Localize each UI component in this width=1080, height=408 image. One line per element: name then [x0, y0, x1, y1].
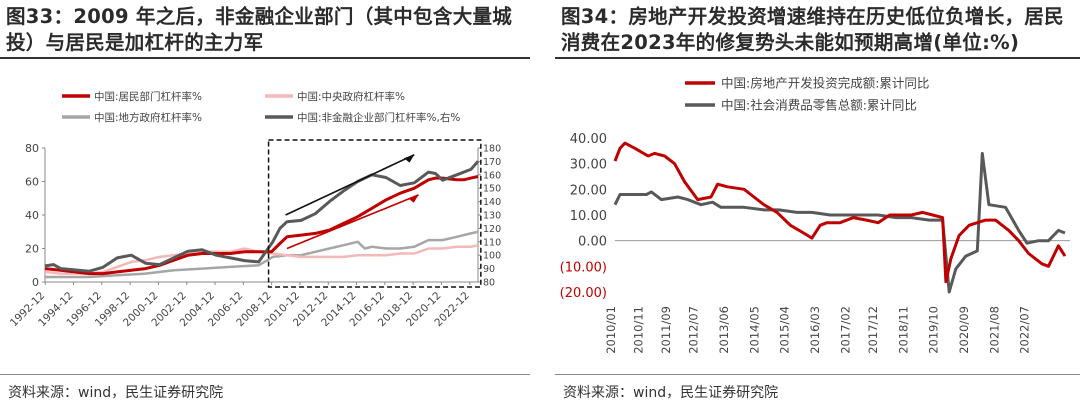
series-line-household [44, 175, 479, 276]
y2-tick-label: 140 [483, 197, 501, 208]
y-tick-label: (10.00) [560, 260, 607, 275]
y-tick-label: 40.00 [570, 132, 607, 147]
y2-tick-label: 130 [483, 211, 501, 222]
y2-tick-label: 150 [483, 184, 501, 195]
y-tick-label: 0.00 [578, 235, 607, 250]
x-tick-label: 2010/01 [604, 306, 618, 354]
title-rule-right [555, 57, 1080, 59]
y2-tick-label: 80 [483, 278, 495, 289]
series-line-nonfin [44, 160, 480, 273]
x-tick-label: 2017/02 [838, 306, 852, 354]
legend-label-nonfin: 中国:非金融企业部门杠杆率%,右% [297, 111, 460, 124]
source-rule-left [0, 374, 530, 375]
series-line-local_gov [45, 230, 479, 279]
y2-tick-label: 160 [483, 170, 501, 181]
x-tick-label: 2014/05 [747, 306, 761, 354]
x-tick-label: 2018/11 [896, 306, 910, 354]
x-tick-label: 2016/03 [808, 306, 822, 354]
y-tick-label: 40 [25, 209, 39, 222]
y2-tick-label: 110 [483, 237, 501, 248]
x-tick-label: 2021/08 [987, 306, 1001, 354]
y-tick-label: 80 [25, 142, 39, 155]
legend-label-household: 中国:居民部门杠杆率% [94, 90, 202, 103]
leverage-chart: 中国:居民部门杠杆率% 中国:中央政府杠杆率% 中国:地方政府杠杆率% 中国:非金融企… [8, 90, 501, 329]
arrow-black-head [403, 154, 415, 163]
y-tick-label: 0 [32, 276, 39, 289]
series-line-re_invest [613, 141, 1067, 284]
y2-tick-label: 180 [483, 144, 501, 155]
x-tick-label: 2010/11 [632, 306, 646, 354]
x-tick-label: 2019/10 [927, 306, 941, 354]
x-tick-label: 2011/09 [659, 306, 673, 354]
legend-label-local_gov: 中国:地方政府杠杆率% [94, 111, 202, 124]
x-tick-label: 2020/09 [957, 306, 971, 354]
arrow-red [286, 194, 419, 250]
y-tick-label: 20.00 [570, 183, 607, 198]
y2-tick-label: 100 [483, 251, 501, 262]
x-tick-label: 2017/12 [866, 306, 880, 354]
y-tick-label: 20 [25, 243, 39, 256]
highlight-box [267, 139, 482, 288]
legend-label-central_gov: 中国:中央政府杠杆率% [297, 90, 405, 103]
x-tick-label: 2015/04 [778, 306, 792, 354]
y-tick-label: 30.00 [570, 158, 607, 173]
arrow-red-head [408, 194, 419, 203]
y2-tick-label: 170 [483, 157, 501, 168]
legend-label-retail: 中国:社会消费品零售总额:累计同比 [721, 98, 917, 113]
chart-title-right: 图34：房地产开发投资增速维持在历史低位负增长，居民消费在2023年的修复势头未… [561, 5, 1064, 54]
title-rule-left [0, 57, 530, 59]
y-tick-label: (20.00) [560, 286, 607, 301]
x-tick-label: 2012/07 [687, 306, 701, 354]
y-tick-label: 10.00 [570, 209, 607, 224]
legend-label-re_invest: 中国:房地产开发投资完成额:累计同比 [721, 76, 929, 91]
x-tick-label: 2022/07 [1018, 306, 1032, 354]
source-note-right: 资料来源：wind，民生证券研究院 [563, 385, 779, 401]
source-rule-right [555, 374, 1080, 375]
y2-tick-label: 120 [483, 224, 501, 235]
arrow-black [285, 153, 415, 216]
chart-title-left: 图33：2009 年之后，非金融企业部门（其中包含大量城投）与居民是加杠杆的主力… [6, 5, 513, 54]
x-tick-label: 2013/06 [717, 306, 731, 354]
series-line-retail [613, 151, 1066, 294]
source-note-left: 资料来源：wind，民生证券研究院 [8, 385, 224, 401]
chart-panel-right: 图34：房地产开发投资增速维持在历史低位负增长，居民消费在2023年的修复势头未… [555, 0, 1080, 408]
y2-tick-label: 90 [483, 264, 495, 275]
y-tick-label: 60 [25, 176, 39, 189]
chart-panel-left: 图33：2009 年之后，非金融企业部门（其中包含大量城投）与居民是加杠杆的主力… [0, 0, 530, 408]
